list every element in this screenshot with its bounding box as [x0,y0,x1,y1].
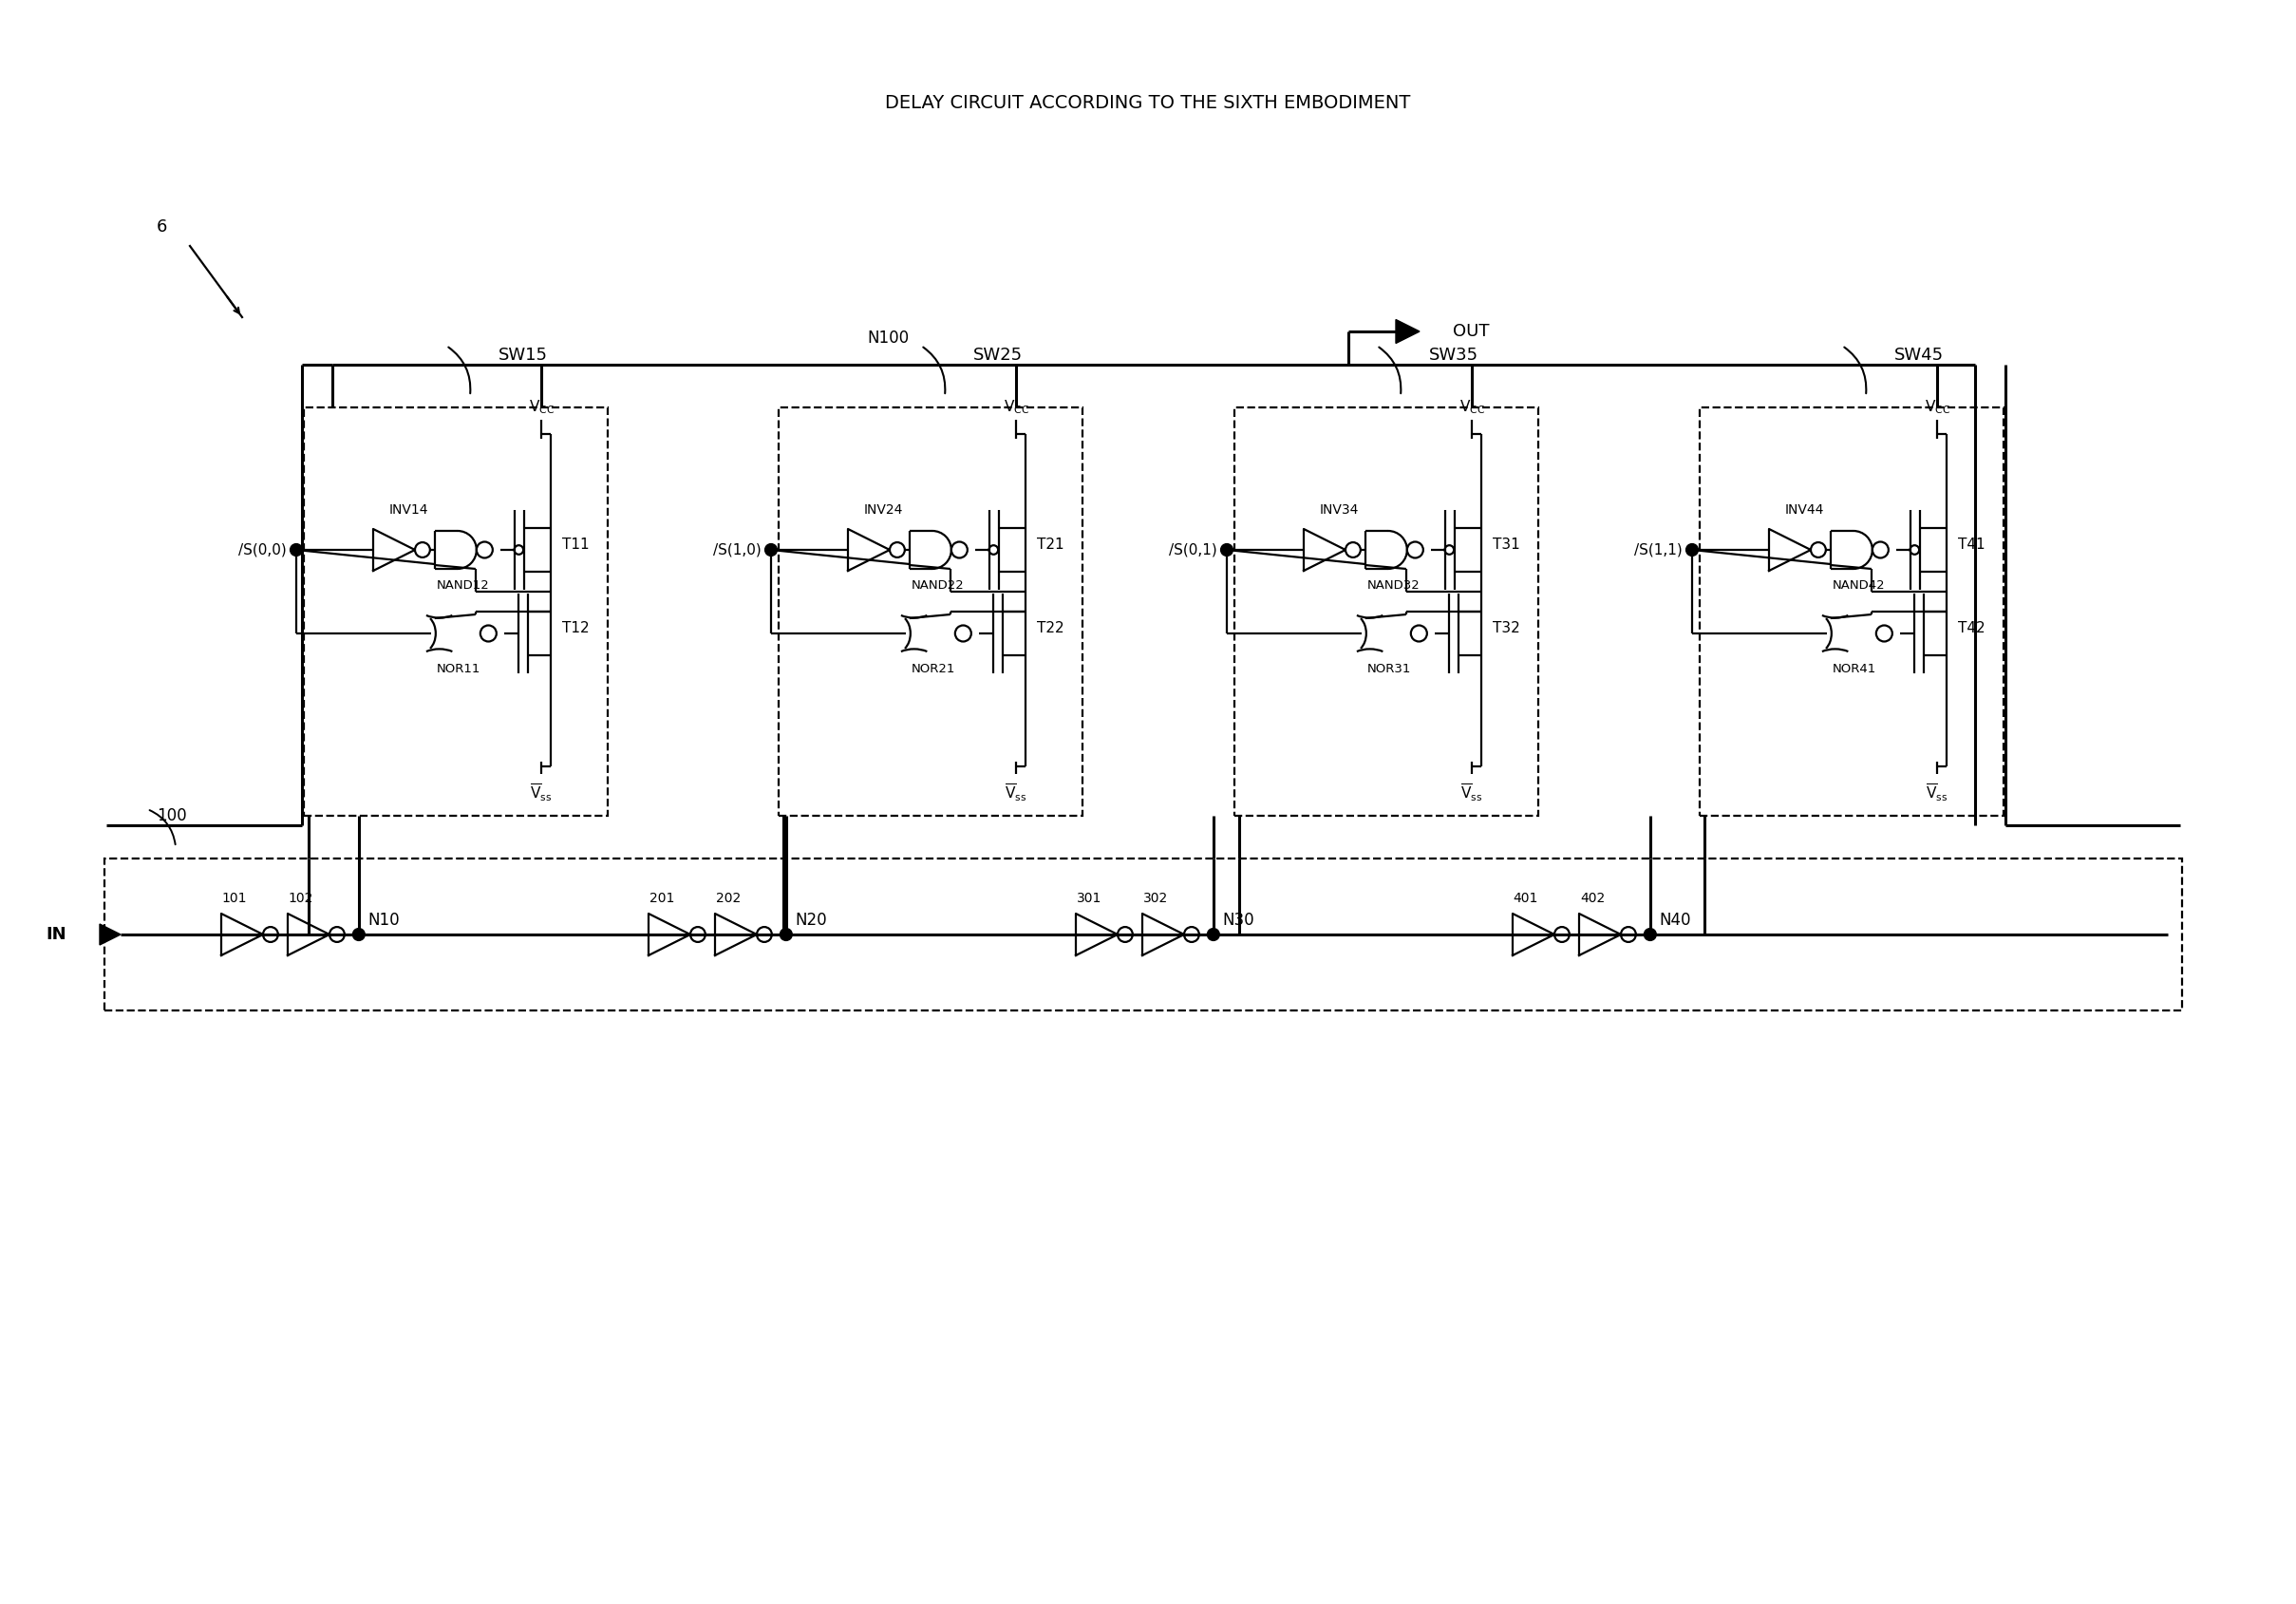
Bar [303,407,608,816]
Text: NAND32: NAND32 [1366,579,1421,592]
Text: INV24: INV24 [863,504,902,516]
Text: 100: 100 [156,807,186,824]
Text: $\overline{\mathregular{V}}$$_{\mathregular{ss}}$: $\overline{\mathregular{V}}$$_{\mathregu… [1460,783,1483,804]
Text: N30: N30 [1224,911,1256,929]
Text: /S(0,0): /S(0,0) [239,542,287,557]
Text: 302: 302 [1143,892,1169,905]
Text: N20: N20 [797,911,827,929]
Text: NOR21: NOR21 [912,662,955,675]
Text: IN: IN [46,926,67,943]
Text: T21: T21 [1038,537,1063,552]
Text: 301: 301 [1077,892,1102,905]
Text: V$_{\mathregular{CC}}$: V$_{\mathregular{CC}}$ [1003,398,1029,417]
Circle shape [1685,544,1697,555]
Text: /S(1,0): /S(1,0) [714,542,762,557]
Text: T42: T42 [1958,622,1986,635]
Text: 202: 202 [716,892,742,905]
Bar [103,858,2181,1011]
Text: N10: N10 [367,911,400,929]
Text: V$_{\mathregular{CC}}$: V$_{\mathregular{CC}}$ [1924,398,1949,417]
Text: V$_{\mathregular{CC}}$: V$_{\mathregular{CC}}$ [1458,398,1486,417]
Polygon shape [1396,319,1419,343]
Text: NOR31: NOR31 [1366,662,1412,675]
Circle shape [781,929,792,940]
Text: INV34: INV34 [1320,504,1359,516]
Text: /S(1,1): /S(1,1) [1635,542,1683,557]
Text: N100: N100 [868,329,909,346]
Text: 102: 102 [289,892,315,905]
Text: SW25: SW25 [974,346,1022,364]
Text: NAND42: NAND42 [1832,579,1885,592]
Text: 402: 402 [1580,892,1605,905]
Circle shape [292,544,303,555]
Text: OUT: OUT [1453,322,1490,340]
Text: T32: T32 [1492,622,1520,635]
Text: INV44: INV44 [1786,504,1825,516]
Text: 101: 101 [223,892,248,905]
Text: T12: T12 [563,622,590,635]
Circle shape [1644,929,1655,940]
Text: SW45: SW45 [1894,346,1945,364]
Polygon shape [99,924,122,945]
Text: NOR11: NOR11 [436,662,480,675]
Text: SW15: SW15 [498,346,549,364]
Text: /S(0,1): /S(0,1) [1169,542,1217,557]
Text: 401: 401 [1513,892,1538,905]
Text: 201: 201 [650,892,675,905]
Text: NAND22: NAND22 [912,579,964,592]
Text: T31: T31 [1492,537,1520,552]
Bar [1235,407,1538,816]
Circle shape [1208,929,1219,940]
Text: $\overline{\mathregular{V}}$$_{\mathregular{ss}}$: $\overline{\mathregular{V}}$$_{\mathregu… [530,783,553,804]
Text: 6: 6 [156,218,168,236]
Text: T22: T22 [1038,622,1063,635]
Text: DELAY CIRCUIT ACCORDING TO THE SIXTH EMBODIMENT: DELAY CIRCUIT ACCORDING TO THE SIXTH EMB… [886,95,1410,112]
Text: T41: T41 [1958,537,1986,552]
Circle shape [354,929,365,940]
Bar [1699,407,2004,816]
Text: INV14: INV14 [390,504,429,516]
Circle shape [1221,544,1233,555]
Text: NAND12: NAND12 [436,579,489,592]
Text: $\overline{\mathregular{V}}$$_{\mathregular{ss}}$: $\overline{\mathregular{V}}$$_{\mathregu… [1006,783,1026,804]
Text: N40: N40 [1660,911,1692,929]
Circle shape [765,544,776,555]
Text: NOR41: NOR41 [1832,662,1876,675]
Text: V$_{\mathregular{CC}}$: V$_{\mathregular{CC}}$ [528,398,553,417]
Text: SW35: SW35 [1428,346,1479,364]
Bar [778,407,1081,816]
Text: $\overline{\mathregular{V}}$$_{\mathregular{ss}}$: $\overline{\mathregular{V}}$$_{\mathregu… [1926,783,1947,804]
Text: T11: T11 [563,537,590,552]
